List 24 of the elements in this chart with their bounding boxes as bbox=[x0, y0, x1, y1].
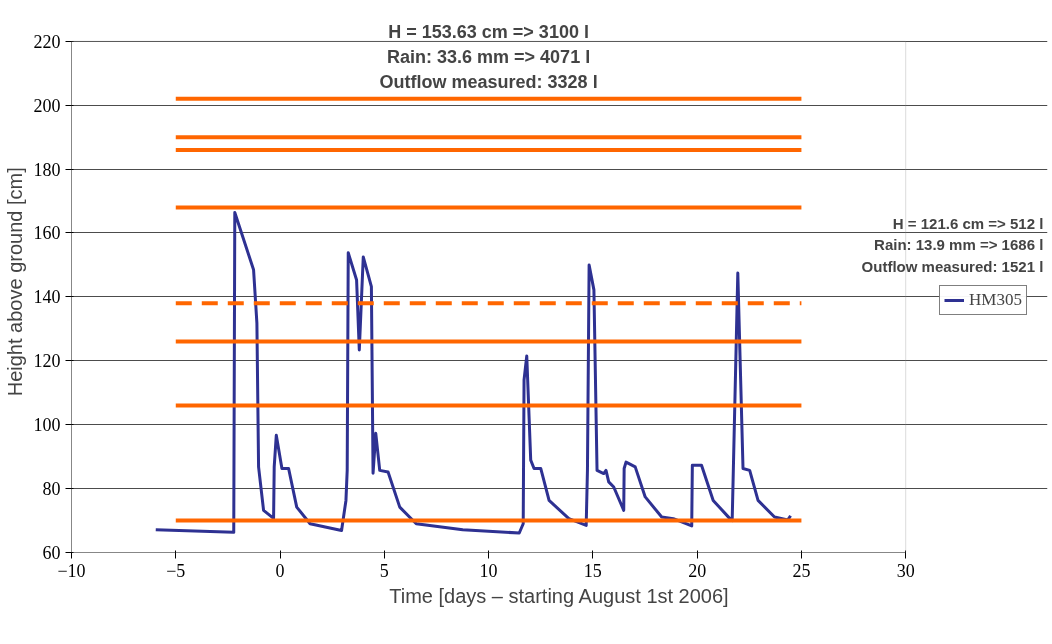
annotation: H = 121.6 cm => 512 l Rain: 13.9 mm => 1686 l Outflow measured: 1521 l bbox=[861, 215, 1044, 275]
x-tick-label: 15 bbox=[583, 560, 602, 581]
y-axis-title: Height above ground [cm] bbox=[3, 167, 26, 397]
y-tick-label: 100 bbox=[33, 415, 61, 436]
x-tick-label: 25 bbox=[792, 560, 811, 581]
y-tick-label: 120 bbox=[33, 351, 61, 372]
x-tick-label: −5 bbox=[166, 560, 186, 581]
y-tick-label: 220 bbox=[33, 31, 61, 52]
legend-label: HM305 bbox=[969, 290, 1022, 310]
x-axis-title: Time [days – starting August 1st 2006] bbox=[389, 584, 729, 607]
y-tick-label: 200 bbox=[33, 95, 61, 116]
x-tick-label: 0 bbox=[275, 560, 285, 581]
x-tick-label: −10 bbox=[57, 560, 86, 581]
y-tick-label: 140 bbox=[33, 287, 61, 308]
y-tick-label: 60 bbox=[42, 543, 61, 563]
x-tick-label: 10 bbox=[479, 560, 498, 581]
x-tick-label: 5 bbox=[379, 560, 389, 581]
y-tick-label: 80 bbox=[42, 479, 61, 500]
x-tick-label: 20 bbox=[688, 560, 707, 581]
line-series bbox=[154, 211, 793, 535]
x-tick-label: 30 bbox=[896, 560, 915, 581]
y-tick-label: 180 bbox=[33, 159, 61, 180]
annotation: H = 153.63 cm => 3100 l Rain: 33.6 mm => 4071 l Outflow measured: 3328 l bbox=[379, 22, 598, 93]
y-tick-label: 160 bbox=[33, 223, 61, 244]
